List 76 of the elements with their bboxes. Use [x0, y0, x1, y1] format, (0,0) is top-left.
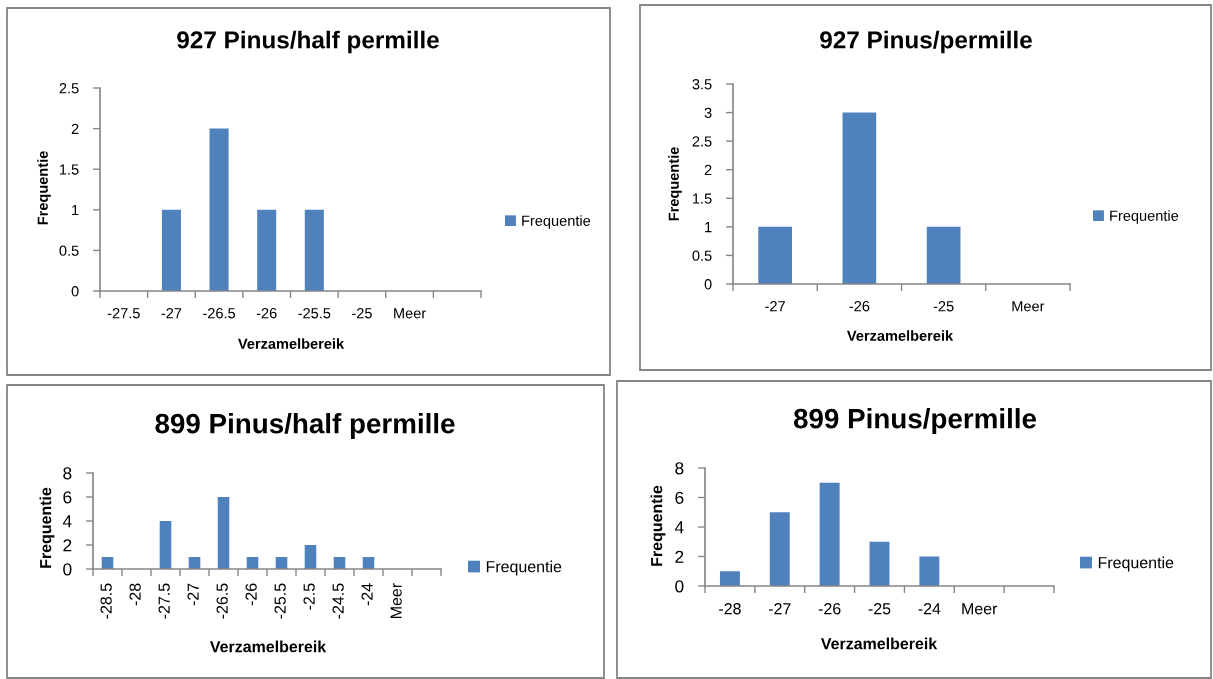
chart-title: 927 Pinus/half permille: [177, 30, 439, 54]
x-tick-label: -25: [868, 603, 891, 615]
y-tick-label: 4: [62, 515, 72, 528]
y-tick-label: 2.5: [692, 136, 712, 147]
y-tick-label: 2.5: [59, 83, 79, 94]
x-axis-title: Verzamelbereik: [820, 637, 938, 650]
x-tick-label: -25: [933, 301, 954, 312]
x-tick-label: -27: [161, 308, 182, 319]
y-tick-label: 0: [71, 286, 79, 297]
y-tick-label: 4: [674, 521, 684, 534]
x-tick-label: -24: [361, 583, 373, 606]
x-tick-label: -28: [129, 583, 141, 606]
y-tick-label: 0: [704, 279, 712, 290]
y-tick-label: 6: [63, 491, 72, 504]
bar: [769, 512, 790, 586]
bar: [159, 521, 172, 569]
x-tick-label: -27.5: [158, 583, 170, 619]
y-tick-label: 6: [675, 491, 684, 504]
x-tick-label: -27: [187, 583, 199, 606]
y-tick-label: 8: [675, 462, 684, 475]
legend-label: Frequentie: [1110, 210, 1179, 224]
bar: [719, 571, 740, 586]
x-tick-label: -24: [918, 603, 941, 615]
bar: [919, 556, 940, 586]
x-tick-label: -25.5: [274, 583, 286, 619]
bar: [869, 541, 890, 586]
y-tick-label: 3.5: [692, 79, 712, 90]
x-tick-label: -26.5: [216, 583, 228, 619]
x-tick-label: -25: [352, 308, 372, 319]
y-axis-title: Frequentie: [668, 147, 682, 221]
y-tick-label: 1.5: [693, 193, 712, 204]
bar: [304, 545, 317, 569]
x-tick-label: Meer: [394, 308, 426, 319]
y-tick-label: 1.5: [60, 164, 79, 175]
y-tick-label: 0: [675, 580, 684, 593]
x-axis-title: Verzamelbereik: [847, 330, 954, 341]
y-axis-title: Frequentie: [39, 487, 55, 568]
y-tick-label: 0: [63, 563, 72, 576]
y-tick-label: 2: [71, 123, 79, 134]
x-tick-label: Meer: [390, 583, 402, 618]
x-tick-label: -26: [849, 301, 870, 312]
x-tick-label: -24.5: [332, 583, 344, 619]
legend-label: Frequentie: [1098, 556, 1174, 572]
y-tick-label: 0.5: [59, 245, 79, 256]
x-axis-title: Verzamelbereik: [209, 640, 327, 653]
y-tick-label: 2: [704, 164, 712, 175]
chart-title: 899 Pinus/permille: [793, 408, 1037, 434]
y-tick-label: 0.5: [692, 250, 712, 261]
chart-title: 927 Pinus/permille: [820, 30, 1032, 54]
x-tick-label: Meer: [1012, 301, 1045, 312]
x-tick-label: -27: [765, 301, 785, 312]
y-tick-label: 8: [63, 467, 72, 480]
x-tick-label: -26: [245, 583, 257, 606]
y-tick-label: 1: [72, 205, 79, 216]
y-tick-label: 1: [705, 222, 712, 233]
x-tick-label: -27.5: [107, 308, 140, 319]
y-axis-title: Frequentie: [650, 485, 666, 566]
legend-label: Frequentie: [486, 560, 562, 576]
x-tick-label: -26.5: [203, 308, 236, 319]
x-tick-label: -27: [768, 603, 791, 615]
y-tick-label: 3: [704, 107, 712, 118]
x-tick-label: -26: [256, 308, 277, 319]
legend-label: Frequentie: [522, 215, 591, 229]
x-tick-label: -28.5: [100, 583, 112, 619]
x-tick-label: -26: [818, 603, 841, 615]
x-tick-label: -2.5: [303, 583, 315, 610]
y-axis-title: Frequentie: [37, 151, 51, 225]
y-tick-label: 2: [63, 539, 72, 552]
x-tick-label: Meer: [962, 603, 998, 615]
x-axis-title: Verzamelbereik: [238, 338, 345, 349]
y-tick-label: 2: [675, 550, 684, 563]
x-tick-label: -28: [719, 603, 741, 615]
bar: [819, 482, 840, 586]
bar: [217, 497, 230, 569]
chart-title: 899 Pinus/half permille: [155, 413, 455, 439]
x-tick-label: -25.5: [298, 308, 331, 319]
